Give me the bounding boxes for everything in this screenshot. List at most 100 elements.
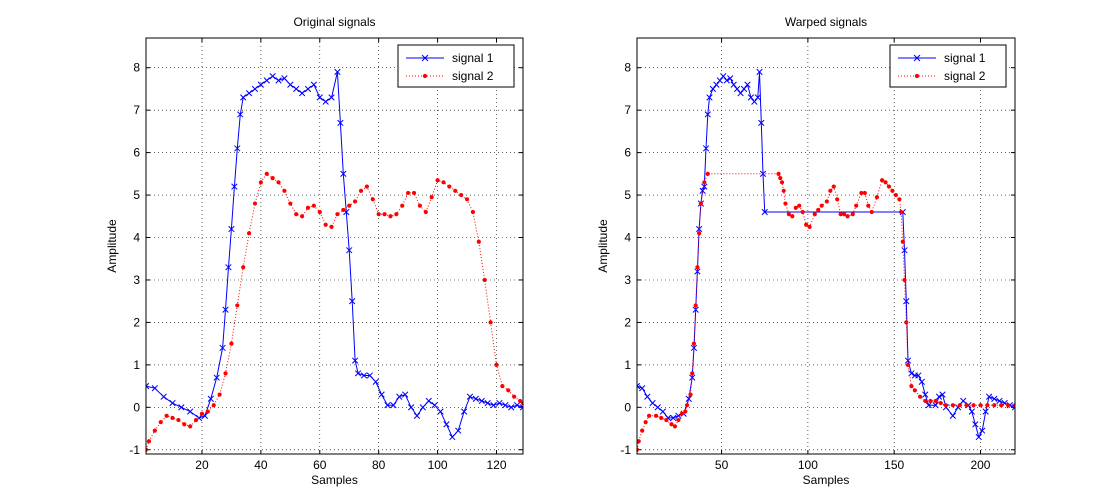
data-point <box>786 212 791 217</box>
data-point <box>925 402 932 409</box>
data-point <box>727 75 734 82</box>
data-point <box>695 265 700 270</box>
legend-marker <box>422 73 428 79</box>
data-point <box>146 447 149 452</box>
data-point <box>938 400 943 406</box>
data-point <box>819 203 824 208</box>
data-point <box>1005 403 1011 408</box>
data-point <box>649 399 656 407</box>
data-point <box>231 183 238 190</box>
x-tick-label: 20 <box>195 458 209 472</box>
data-point <box>845 214 850 219</box>
data-point <box>637 447 640 452</box>
y-tick-label: 3 <box>624 273 631 287</box>
data-point <box>228 225 235 233</box>
data-point <box>688 392 693 397</box>
y-tick-label: 6 <box>624 146 631 160</box>
data-point <box>437 408 444 415</box>
data-point <box>781 188 786 193</box>
data-point <box>443 421 450 428</box>
data-point <box>205 409 210 414</box>
data-point <box>949 412 957 419</box>
data-point <box>466 393 474 400</box>
data-point <box>859 190 864 196</box>
data-point <box>968 408 976 415</box>
data-point <box>897 197 902 202</box>
data-point <box>400 203 405 208</box>
legend: signal 1 signal 2 <box>889 44 1007 88</box>
axes-frame <box>636 37 1016 455</box>
data-point <box>733 85 741 93</box>
data-point <box>943 403 949 408</box>
data-point <box>431 402 438 409</box>
data-point <box>902 277 907 283</box>
data-point <box>513 402 521 409</box>
data-point <box>425 397 432 405</box>
data-point <box>751 98 758 105</box>
data-point <box>689 374 696 381</box>
data-point <box>388 214 393 219</box>
data-point <box>146 382 150 390</box>
data-point <box>683 409 688 414</box>
chart-title: Original signals <box>293 15 375 29</box>
data-point <box>494 362 499 367</box>
data-point <box>754 94 761 101</box>
data-point <box>178 404 185 411</box>
data-point <box>251 85 259 93</box>
data-point <box>693 303 698 308</box>
data-point <box>263 77 270 84</box>
x-axis-label: Samples <box>803 473 850 487</box>
data-point <box>447 184 452 189</box>
data-point <box>170 415 175 421</box>
data-point <box>294 212 299 217</box>
data-point <box>257 81 265 88</box>
data-point <box>282 188 287 193</box>
data-point <box>939 391 946 398</box>
data-point <box>985 393 993 400</box>
x-tick-label: 150 <box>884 458 904 472</box>
data-point <box>287 81 294 88</box>
data-point <box>311 203 316 208</box>
data-point <box>520 400 523 406</box>
legend-item-1: signal 1 <box>898 51 986 65</box>
data-point <box>160 393 167 400</box>
data-point <box>992 403 997 408</box>
plot-area <box>146 38 523 454</box>
data-point <box>917 394 923 399</box>
data-point <box>229 341 234 346</box>
data-point <box>1012 403 1015 408</box>
legend-marker <box>421 54 429 62</box>
data-point <box>842 212 847 217</box>
data-point <box>886 184 892 189</box>
data-point <box>912 388 917 393</box>
data-point <box>169 399 176 407</box>
data-point <box>323 222 328 227</box>
data-point <box>664 417 669 423</box>
data-point <box>402 391 409 398</box>
data-point <box>761 208 768 216</box>
data-point <box>364 184 369 189</box>
data-point <box>747 94 755 101</box>
data-point <box>922 391 929 398</box>
data-point <box>640 428 645 433</box>
data-point <box>199 411 205 416</box>
data-point <box>996 397 1003 405</box>
data-point <box>340 170 347 177</box>
data-point <box>476 239 481 244</box>
data-point <box>349 298 356 305</box>
x-tick-label: 200 <box>970 458 990 472</box>
data-point <box>378 391 385 398</box>
data-point <box>358 188 364 193</box>
legend-box <box>889 44 1007 88</box>
legend-item-2: signal 2 <box>898 69 986 83</box>
data-point <box>904 320 909 325</box>
y-tick-label: 2 <box>624 315 631 329</box>
data-point <box>964 403 969 408</box>
data-point <box>709 85 717 93</box>
data-point <box>850 212 855 217</box>
data-point <box>237 111 244 118</box>
data-point <box>152 428 157 433</box>
data-point <box>999 403 1004 408</box>
data-point <box>776 171 781 176</box>
data-point <box>862 190 867 196</box>
